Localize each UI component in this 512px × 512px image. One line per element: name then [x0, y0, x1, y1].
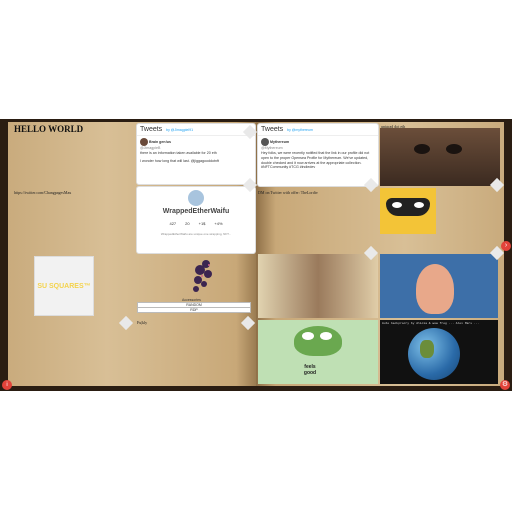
tweet-header: Tweets by @Jimagpiel91 [137, 124, 255, 136]
chevron-right-icon: › [504, 242, 508, 249]
tweet-card-2[interactable]: Tweets by @mythereum Mythereum @Mythereu… [257, 123, 379, 187]
tweet-user: Brain gen!us [149, 139, 171, 144]
profile-link[interactable]: https://twitter.com/ChangpagesMau [14, 190, 72, 195]
mid-caption: DM on Twitter with offer: TheLordtv [258, 190, 318, 195]
stat-4: +4% [214, 221, 223, 226]
nft-table-row: RDP [137, 307, 251, 313]
nft-artwork[interactable] [186, 256, 220, 298]
su-squares-logo[interactable]: SU SQUARES™ [34, 256, 94, 316]
tweet-heading: Tweets [140, 126, 163, 133]
nft-table: RANDOM RDP [137, 302, 251, 313]
tweet-line-2: I wonder how long that will last. @jigga… [140, 158, 219, 163]
face-image[interactable] [380, 128, 500, 186]
waifu-stats: 427 20 +1$ +4% [137, 221, 255, 226]
pepe-sign: feels good [303, 364, 317, 376]
bald-man-image[interactable] [380, 254, 498, 318]
dance-image[interactable] [258, 254, 378, 318]
mask-image[interactable] [380, 188, 436, 234]
next-page-button[interactable]: › [501, 241, 511, 251]
stat-1: 427 [169, 221, 177, 226]
avatar [261, 138, 269, 146]
terminal-text: Auto backprocry by Alicia & wow frog ...… [382, 322, 480, 325]
settings-button[interactable]: ⚙ [500, 380, 510, 390]
info-button[interactable]: i [2, 380, 12, 390]
top-caption: unigrad dot eth [381, 124, 406, 129]
avatar [140, 138, 148, 146]
info-icon: i [6, 382, 8, 388]
stat-3: +1$ [198, 221, 206, 226]
waifu-description: WrappedEtherWaifu are unique one wrappin… [160, 232, 232, 236]
page-title: HELLO WORLD [14, 124, 84, 134]
tweet-header: Tweets by @mythereum [258, 124, 378, 136]
waifu-name: WrappedEtherWaifu [162, 208, 230, 215]
nft-name: Accessories [182, 298, 201, 302]
tweet-user: Mythereum [270, 139, 290, 144]
tweet-line-1: there is an information taken available … [140, 150, 217, 155]
tweet-handle: @JimagpieB [140, 146, 161, 150]
pepe-image[interactable]: feels good [258, 320, 378, 384]
waifu-avatar [188, 190, 204, 206]
tweet-handle: @Mythereum [261, 146, 283, 150]
stat-2: 20 [185, 221, 190, 226]
tweet-card-1[interactable]: Tweets by @Jimagpiel91 Brain gen!us @Jim… [136, 123, 256, 185]
earth-terminal-image[interactable]: Auto backprocry by Alicia & wow frog ...… [380, 320, 498, 384]
gear-icon: ⚙ [501, 381, 509, 388]
tweet-heading: Tweets [261, 126, 284, 133]
tweet-by[interactable]: by @Jimagpiel91 [166, 128, 194, 132]
tweet-by[interactable]: by @mythereum [287, 128, 313, 132]
tweet-text: Hey folks, we were recently notified tha… [261, 150, 370, 170]
waifu-card[interactable]: WrappedEtherWaifu 427 20 +1$ +4% Wrapped… [136, 186, 256, 254]
caption: Fu|kly [137, 320, 148, 325]
